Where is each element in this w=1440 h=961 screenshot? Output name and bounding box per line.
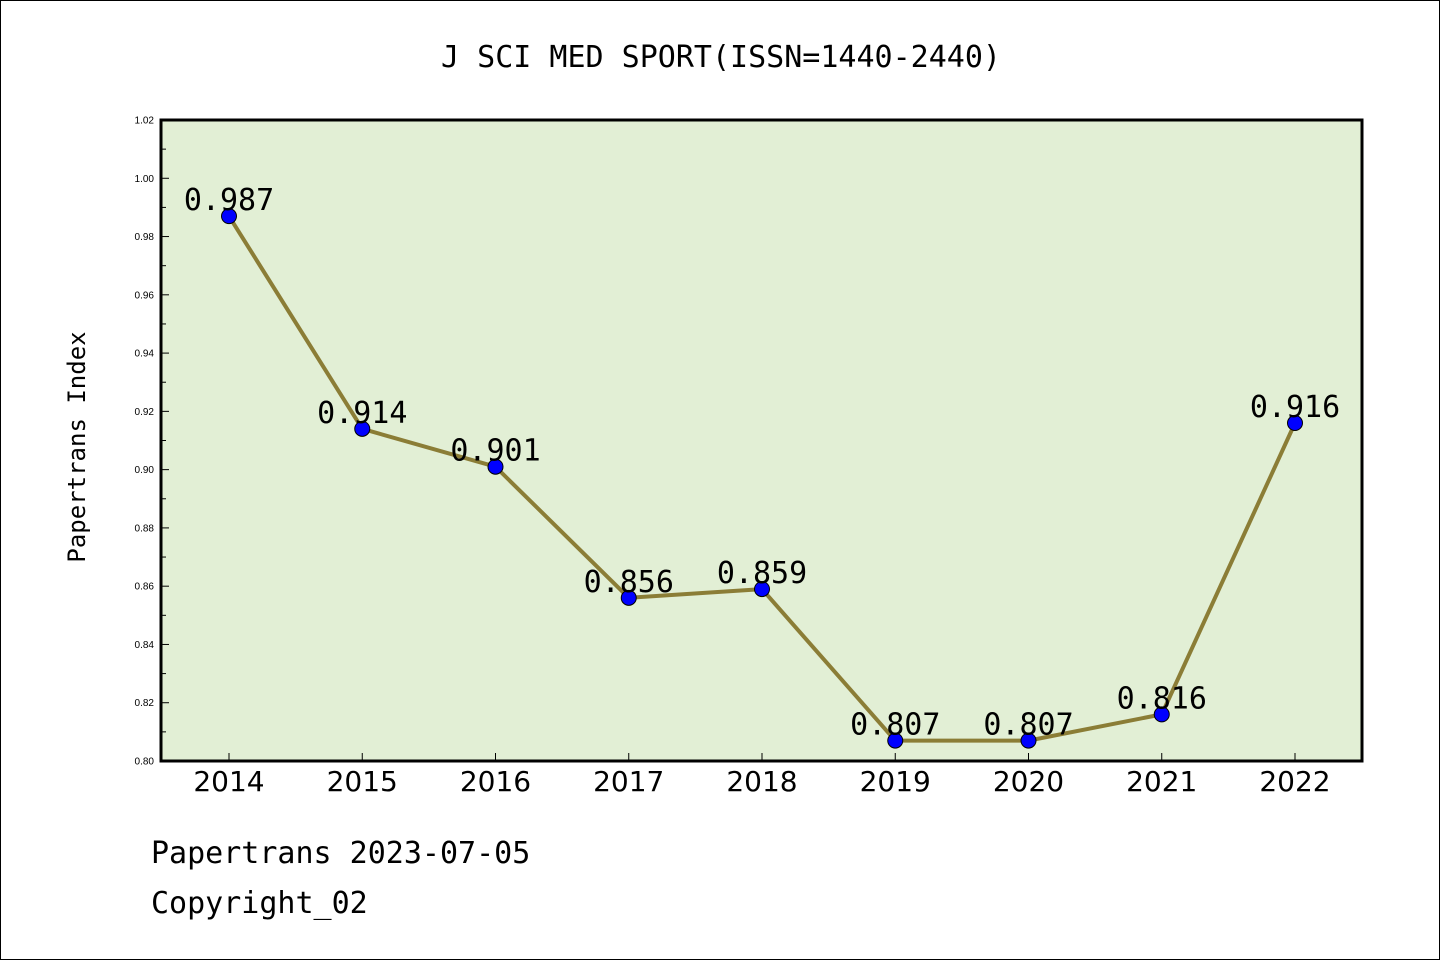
chart-title: J SCI MED SPORT(ISSN=1440-2440) (441, 40, 1001, 75)
data-point-label: 0.807 (850, 708, 940, 743)
data-point-marker (620, 589, 637, 606)
y-tick-label: 0.86 (135, 582, 155, 593)
x-tick-label: 2021 (1126, 765, 1197, 798)
x-tick-label: 2020 (993, 765, 1064, 798)
y-tick-label: 0.84 (135, 640, 155, 651)
plot-area (159, 118, 1364, 763)
data-point-marker (754, 581, 770, 598)
data-point-label: 0.987 (184, 183, 274, 218)
y-tick-label: 0.90 (135, 465, 155, 476)
data-point-marker (487, 458, 504, 475)
data-point-label: 0.859 (717, 556, 807, 591)
x-tick-label: 2018 (726, 765, 797, 798)
data-point-marker (1153, 706, 1170, 723)
y-tick-label: 0.94 (135, 349, 155, 360)
y-tick-label: 0.80 (135, 757, 155, 768)
data-point-marker (1020, 732, 1037, 749)
footer-date-line: Papertrans 2023-07-05 (151, 836, 531, 871)
data-point-marker (1287, 415, 1303, 432)
y-tick-label: 1.00 (135, 174, 155, 185)
data-point-marker (887, 732, 904, 749)
y-tick-label: 0.88 (135, 523, 155, 534)
x-tick-label: 2015 (327, 765, 398, 798)
data-point-label: 0.856 (584, 565, 674, 600)
data-point-marker (354, 420, 371, 437)
y-tick-label: 0.98 (135, 232, 155, 243)
y-tick-label: 0.92 (135, 407, 155, 418)
x-tick-label: 2016 (460, 765, 531, 798)
data-point-label: 0.901 (450, 434, 540, 469)
y-tick-label: 0.96 (135, 290, 155, 301)
data-point-label: 0.916 (1250, 390, 1340, 425)
x-tick-label: 2014 (193, 765, 264, 798)
y-tick-label: 0.82 (135, 698, 155, 709)
data-point-label: 0.914 (317, 396, 407, 431)
x-tick-label: 2019 (860, 765, 931, 798)
y-axis: 0.80 0.82 0.84 0.86 0.88 0.90 0.92 0.94 0.96 0.98… (135, 116, 169, 768)
x-tick-label: 2017 (593, 765, 664, 798)
data-point-marker (221, 208, 237, 225)
x-axis: 2014 2015 2016 2017 2018 2019 2020 2021 2022 (193, 753, 1331, 798)
footer-copyright-line: Copyright_02 (151, 886, 368, 921)
data-point-label: 0.807 (983, 708, 1073, 743)
y-axis-label: Papertrans Index (63, 331, 91, 562)
x-tick-label: 2022 (1259, 765, 1330, 798)
y-tick-label: 1.02 (135, 116, 155, 127)
data-point-label: 0.816 (1117, 681, 1207, 716)
series-layer: 0.987 0.914 0.901 0.856 0.859 0.807 0.807 0.816… (184, 183, 1340, 749)
